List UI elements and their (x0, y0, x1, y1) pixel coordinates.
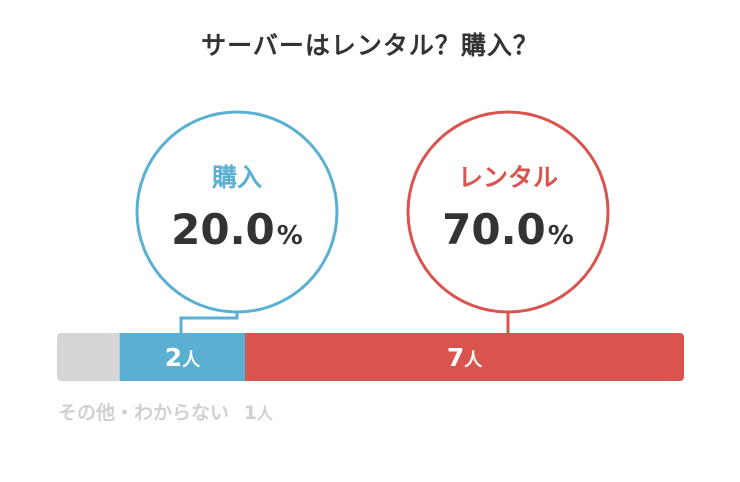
stacked-bar: 2人 7人 (57, 333, 684, 381)
footnote-label: その他・わからない (58, 402, 230, 424)
bar-segment-1 (119, 333, 246, 381)
callout-label-0: 購入 (212, 163, 262, 192)
bar-segment-0 (57, 333, 121, 381)
callout-connector-0 (179, 312, 239, 333)
footnote-count: 1人 (243, 402, 273, 424)
callouts: 購入 20.0% レンタル 70.0% (135, 110, 610, 333)
bar-segment-2 (245, 333, 684, 381)
bar-segment-label-1: 2人 (165, 343, 201, 372)
footnote-other: その他・わからない 1人 (58, 398, 273, 425)
chart-title: サーバーはレンタル？購入？ (201, 31, 539, 60)
callout-label-1: レンタル (458, 163, 558, 192)
callout-value-0: 20.0% (171, 205, 303, 254)
callout-value-1: 70.0% (442, 205, 574, 254)
bar-segment-label-2: 7人 (447, 343, 483, 372)
